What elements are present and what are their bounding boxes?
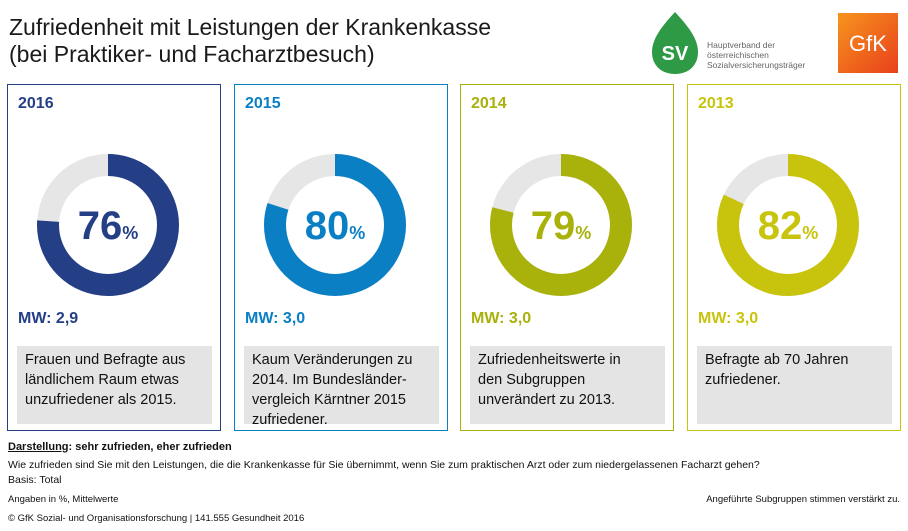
mean-value-label: MW: 3,0 — [698, 310, 759, 327]
mean-value-label: MW: 3,0 — [471, 310, 532, 327]
card-note-line: zufriedener. — [252, 412, 328, 428]
card-year-label: 2016 — [18, 95, 54, 112]
donut-value-number: 82 — [758, 204, 803, 248]
card-note: Frauen und Befragte aus ländlichem Raum e… — [17, 346, 212, 424]
card-year-label: 2015 — [245, 95, 281, 112]
card-note-line: vergleich Kärntner 2015 — [252, 392, 406, 408]
donut-value-number: 80 — [305, 204, 350, 248]
card-note-line: ländlichem Raum etwas — [25, 372, 179, 388]
darstellung-label: Darstellung — [8, 441, 69, 453]
basis-note: Basis: Total — [8, 474, 62, 486]
card-note-line: Befragte ab 70 Jahren — [705, 352, 849, 368]
card-note: Kaum Veränderungen zu 2014. Im Bundesländ… — [244, 346, 439, 428]
donut-chart: 76% — [37, 154, 179, 296]
card-2016: 2016 76% MW: 2,9 Frauen und Befragte aus län… — [7, 84, 221, 431]
card-year-label: 2013 — [698, 95, 734, 112]
card-note-line: zufriedener. — [705, 372, 781, 388]
donut-value-unit: % — [575, 223, 591, 243]
card-note-line: Kaum Veränderungen zu — [252, 352, 413, 368]
subgroups-note: Angeführte Subgruppen stimmen verstärkt … — [706, 494, 900, 505]
donut-value-number: 76 — [78, 204, 123, 248]
card-note-line: 2014. Im Bundesländer- — [252, 372, 407, 388]
card-note-line: unzufriedener als 2015. — [25, 392, 177, 408]
sv-org-name: Hauptverband der österreichischen Sozial… — [707, 40, 806, 70]
mean-value-label: MW: 3,0 — [245, 310, 306, 327]
card-2014: 2014 79% MW: 3,0 Zufriedenheitswerte in den … — [460, 84, 674, 431]
sv-leaf-icon: SV — [652, 12, 698, 74]
mean-value-label: MW: 2,9 — [18, 310, 79, 327]
page-title: Zufriedenheit mit Leistungen der Kranken… — [9, 14, 491, 68]
card-note: Befragte ab 70 Jahren zufriedener. — [697, 346, 892, 424]
units-note: Angaben in %, Mittelwerte — [8, 494, 119, 505]
donut-value-arc — [490, 154, 632, 296]
donut-value-unit: % — [349, 223, 365, 243]
donut-value-label: 79% — [531, 204, 592, 248]
donut-value-arc — [37, 154, 179, 296]
svg-text:SV: SV — [662, 43, 689, 65]
title-line-1: Zufriedenheit mit Leistungen der Kranken… — [9, 14, 492, 40]
card-note-line: Frauen und Befragte aus — [25, 352, 186, 368]
card-2013: 2013 82% MW: 3,0 Befragte ab 70 Jahren zufri… — [687, 84, 901, 431]
card-note: Zufriedenheitswerte in den Subgruppen unve… — [470, 346, 665, 424]
donut-value-label: 82% — [758, 204, 819, 248]
darstellung-text: : sehr zufrieden, eher zufrieden — [68, 441, 232, 453]
sv-logo: SV Hauptverband der österreichischen Soz… — [650, 10, 810, 76]
donut-value-label: 76% — [78, 204, 139, 248]
donut-chart: 80% — [264, 154, 406, 296]
donut-value-label: 80% — [305, 204, 366, 248]
source-line: © GfK Sozial- und Organisationsforschung… — [8, 513, 305, 524]
card-year-label: 2014 — [471, 95, 507, 112]
donut-value-unit: % — [122, 223, 138, 243]
card-2015: 2015 80% MW: 3,0 Kaum Veränderungen zu 2014.… — [234, 84, 448, 431]
donut-value-arc — [264, 154, 406, 296]
title-line-2: (bei Praktiker- und Facharztbesuch) — [9, 41, 375, 67]
card-note-line: unverändert zu 2013. — [478, 392, 616, 408]
donut-chart: 79% — [490, 154, 632, 296]
card-note-line: den Subgruppen — [478, 372, 586, 388]
donut-chart: 82% — [717, 154, 859, 296]
survey-question: Wie zufrieden sind Sie mit den Leistunge… — [8, 459, 760, 471]
svg-text:GfK: GfK — [849, 31, 887, 56]
card-note-line: Zufriedenheitswerte in — [478, 352, 621, 368]
donut-value-unit: % — [802, 223, 818, 243]
donut-value-arc — [717, 154, 859, 296]
darstellung-line: Darstellung: sehr zufrieden, eher zufrie… — [8, 441, 232, 453]
gfk-logo: GfK — [838, 13, 898, 73]
donut-value-number: 79 — [531, 204, 576, 248]
